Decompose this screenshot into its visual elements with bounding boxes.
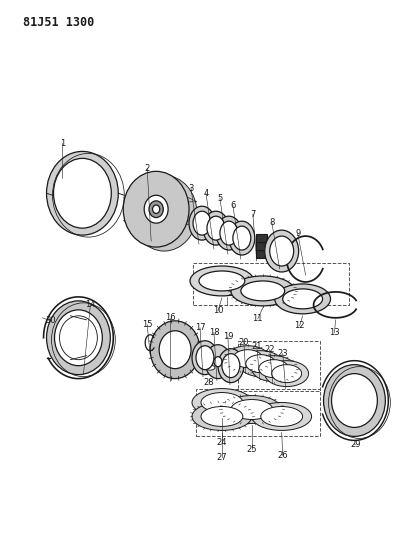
Text: 3: 3 — [188, 184, 194, 193]
Text: 28: 28 — [204, 378, 214, 387]
Text: 25: 25 — [247, 445, 257, 454]
Text: 15: 15 — [142, 320, 152, 329]
Ellipse shape — [205, 345, 231, 378]
Ellipse shape — [199, 271, 245, 291]
Text: 9: 9 — [295, 229, 300, 238]
Ellipse shape — [323, 365, 385, 437]
Text: 26: 26 — [277, 451, 288, 460]
Ellipse shape — [205, 365, 215, 370]
Text: 14: 14 — [85, 301, 96, 309]
Ellipse shape — [159, 331, 191, 369]
Ellipse shape — [201, 362, 219, 373]
Ellipse shape — [54, 310, 102, 366]
Ellipse shape — [150, 321, 200, 378]
Text: 20: 20 — [239, 338, 249, 347]
Ellipse shape — [192, 389, 252, 416]
Text: 19: 19 — [223, 332, 233, 341]
Text: 29: 29 — [350, 440, 361, 449]
Ellipse shape — [220, 221, 238, 245]
Ellipse shape — [246, 354, 276, 373]
Text: 22: 22 — [264, 345, 275, 354]
FancyBboxPatch shape — [256, 241, 267, 249]
Text: 8: 8 — [269, 217, 275, 227]
Text: 7: 7 — [250, 209, 255, 219]
Bar — [193, 263, 349, 305]
Ellipse shape — [192, 402, 252, 431]
Text: 11: 11 — [253, 314, 263, 324]
Ellipse shape — [190, 266, 254, 296]
Ellipse shape — [275, 284, 331, 314]
Text: 12: 12 — [294, 321, 305, 330]
Ellipse shape — [46, 151, 118, 235]
Text: 4: 4 — [203, 189, 208, 198]
Text: 6: 6 — [230, 201, 236, 209]
Ellipse shape — [222, 395, 282, 423]
Ellipse shape — [46, 301, 110, 375]
Text: 2: 2 — [145, 164, 150, 173]
Ellipse shape — [131, 175, 197, 251]
Ellipse shape — [196, 346, 214, 369]
Ellipse shape — [229, 221, 255, 255]
Polygon shape — [123, 221, 197, 224]
Ellipse shape — [233, 226, 251, 250]
FancyBboxPatch shape — [256, 233, 267, 241]
Ellipse shape — [270, 236, 294, 266]
Bar — [196, 389, 320, 437]
Text: 18: 18 — [209, 328, 219, 337]
Ellipse shape — [231, 400, 273, 419]
Polygon shape — [123, 198, 197, 202]
Ellipse shape — [203, 211, 229, 245]
Ellipse shape — [222, 354, 240, 377]
Ellipse shape — [218, 349, 244, 383]
Ellipse shape — [54, 158, 111, 228]
Text: 17: 17 — [195, 324, 205, 332]
Ellipse shape — [259, 360, 289, 377]
Ellipse shape — [214, 357, 222, 367]
Ellipse shape — [331, 374, 377, 427]
Ellipse shape — [192, 341, 218, 375]
Ellipse shape — [233, 350, 263, 368]
Ellipse shape — [201, 392, 243, 413]
Ellipse shape — [216, 216, 242, 250]
Ellipse shape — [265, 230, 299, 272]
Text: 23: 23 — [277, 349, 288, 358]
Ellipse shape — [231, 276, 295, 306]
Text: 16: 16 — [165, 313, 175, 322]
Ellipse shape — [201, 407, 243, 426]
Ellipse shape — [189, 206, 215, 240]
Text: 30: 30 — [45, 316, 56, 325]
Ellipse shape — [241, 281, 285, 301]
Ellipse shape — [149, 201, 164, 217]
Ellipse shape — [283, 289, 323, 309]
Ellipse shape — [272, 365, 302, 383]
Text: 24: 24 — [217, 438, 227, 447]
Ellipse shape — [144, 195, 168, 223]
Text: 10: 10 — [213, 306, 223, 316]
Ellipse shape — [252, 402, 312, 431]
Text: 1: 1 — [60, 139, 65, 148]
Ellipse shape — [261, 407, 303, 426]
Bar — [238, 341, 320, 391]
Text: 27: 27 — [217, 453, 227, 462]
Ellipse shape — [123, 171, 189, 247]
Text: 5: 5 — [217, 193, 223, 203]
Ellipse shape — [193, 211, 211, 235]
Text: 13: 13 — [329, 328, 340, 337]
FancyBboxPatch shape — [256, 249, 267, 257]
Ellipse shape — [226, 346, 270, 372]
Ellipse shape — [207, 216, 225, 240]
Ellipse shape — [152, 205, 160, 213]
Text: 81J51 1300: 81J51 1300 — [22, 16, 94, 29]
Ellipse shape — [265, 361, 309, 386]
Ellipse shape — [239, 351, 283, 377]
Text: 21: 21 — [251, 342, 262, 351]
Ellipse shape — [252, 356, 296, 382]
